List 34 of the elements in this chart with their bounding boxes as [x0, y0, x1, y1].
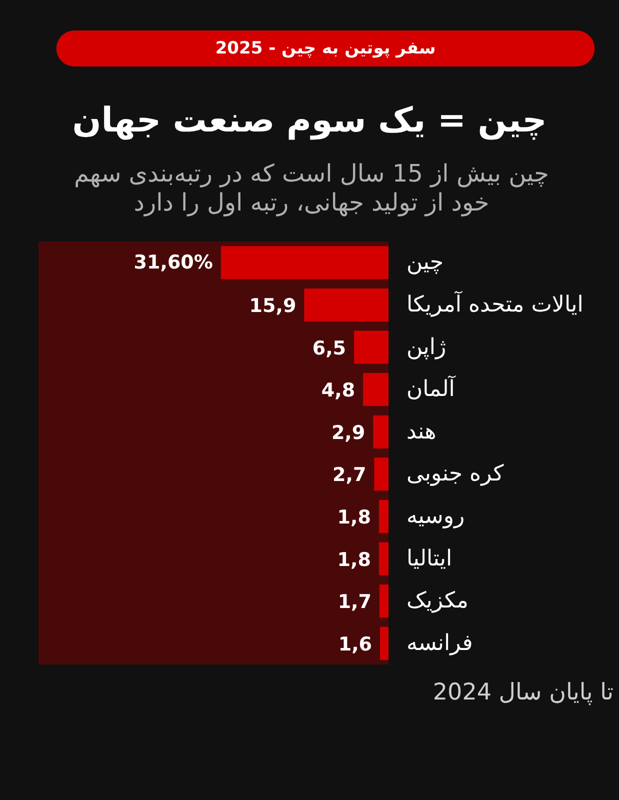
data-label: 1,7 [338, 591, 372, 614]
y-tick-label: ایتالیا [406, 546, 452, 572]
data-label: 15,9 [249, 294, 296, 317]
y-tick-label: هند [406, 419, 436, 444]
text: سفر پوتین به چین - 2025 [215, 38, 436, 58]
data-label: 2,9 [331, 422, 366, 444]
data-label: 1,8 [337, 506, 371, 528]
y-tick-label: آلمان [406, 375, 456, 402]
bar [380, 626, 388, 660]
bar [374, 458, 388, 491]
bar [378, 500, 388, 533]
data-label: 1,8 [337, 548, 371, 571]
bar [373, 415, 388, 448]
data-label: 4,8 [321, 380, 356, 402]
bar [379, 584, 388, 618]
chart-subtitle: چین بیش از 15 سال است که در رتبه‌بندی سهم خود از تولید جهانی، رتبه اول را دارد [74, 160, 549, 216]
data-label: 1,6 [338, 633, 372, 656]
chart-title: چین = یک سوم صنعت جهان [72, 100, 547, 140]
bar [363, 373, 388, 406]
data-label: 31,60% [134, 252, 213, 274]
y-tick-label: فرانسه [406, 630, 473, 656]
bar [354, 330, 388, 364]
y-tick-label: کره جنوبی [406, 462, 504, 487]
text: تا پایان سال 2024 [432, 680, 614, 706]
bar [304, 288, 388, 322]
bar [378, 542, 388, 576]
y-tick-label: ایالات متحده آمریکا [406, 290, 584, 318]
y-tick-label: ژاپن [406, 334, 446, 360]
y-tick-label: روسیه [406, 504, 465, 529]
y-tick-label: مکزیک [406, 588, 468, 614]
bar [220, 246, 388, 280]
data-label: 2,7 [332, 464, 366, 486]
data-label: 6,5 [312, 337, 346, 360]
y-tick-label: چین [406, 250, 444, 276]
